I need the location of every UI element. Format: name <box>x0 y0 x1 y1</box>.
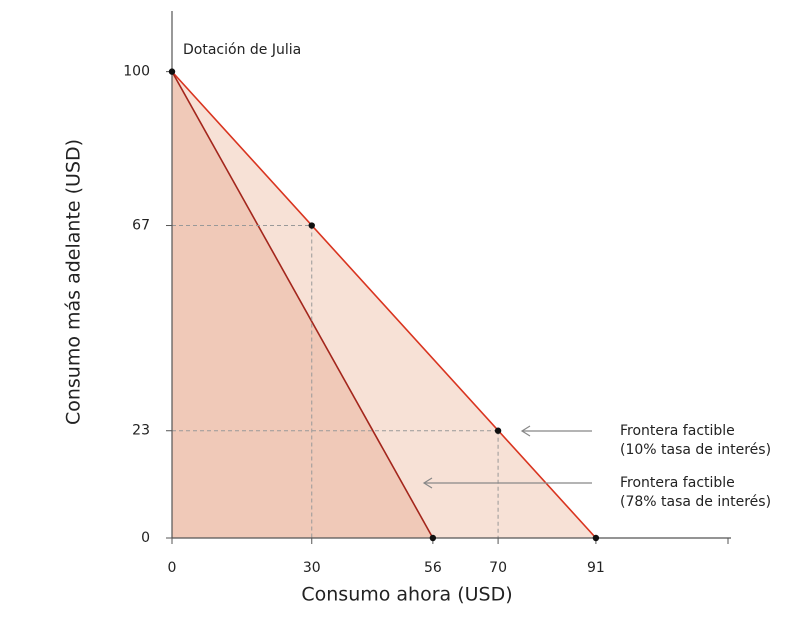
legend-label: Frontera factible <box>620 423 735 439</box>
y-tick-label: 67 <box>132 218 150 234</box>
point <box>592 534 600 542</box>
y-tick-label: 0 <box>141 530 150 546</box>
legend-label: Frontera factible <box>620 475 735 491</box>
x-tick-label: 91 <box>587 560 605 576</box>
point <box>429 534 437 542</box>
legend-label: (10% tasa de interés) <box>620 442 771 458</box>
annotation: Dotación de Julia <box>183 42 301 58</box>
legend-label: (78% tasa de interés) <box>620 494 771 510</box>
y-axis-title: Consumo más adelante (USD) <box>63 139 85 425</box>
legend-arrowhead <box>422 477 433 489</box>
y-tick-label: 23 <box>132 423 150 439</box>
x-tick-label: 0 <box>168 560 177 576</box>
lines <box>171 71 597 539</box>
x-tick-label: 56 <box>424 560 442 576</box>
y-tick-label: 100 <box>123 64 150 80</box>
x-axis-title: Consumo ahora (USD) <box>301 584 512 606</box>
x-tick-label: 70 <box>489 560 507 576</box>
x-tick-label: 30 <box>303 560 321 576</box>
point <box>308 222 315 229</box>
frontier-line <box>171 71 434 539</box>
frontier-line <box>171 71 597 539</box>
point <box>494 427 502 434</box>
point <box>168 68 176 75</box>
legend-arrowhead <box>520 425 531 437</box>
